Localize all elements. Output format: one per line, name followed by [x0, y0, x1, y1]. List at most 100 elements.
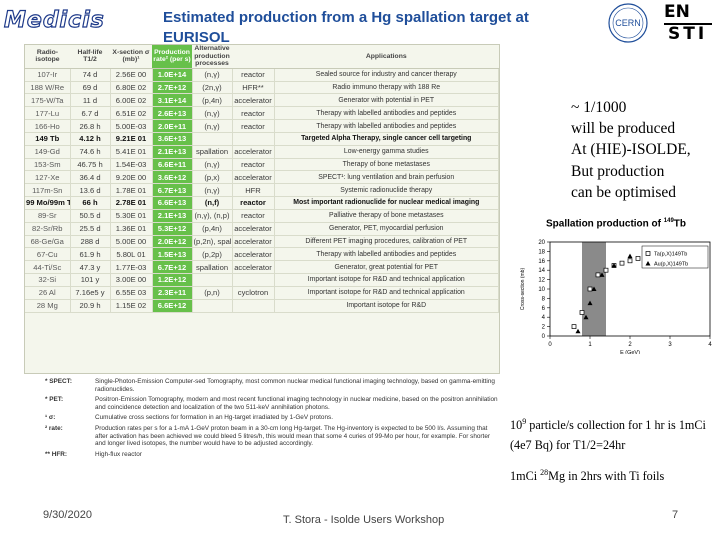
table-header-cell: Radio-isotope: [25, 45, 70, 69]
table-row: 127-Xe 36.4 d 9.20E 00 3.6E+12 (p,x) accelera…: [25, 170, 499, 185]
table-cell: 6.6E+11: [152, 158, 193, 172]
production-note-line: At (HIE)-ISOLDE,: [571, 141, 691, 159]
table-cell: 149 Tb: [25, 132, 71, 146]
table-cell: 3.6E+13: [152, 132, 193, 146]
chart-y-tick-label: 10: [538, 287, 545, 293]
cern-logo-text: CERN: [615, 18, 641, 28]
table-cell: 68-Ge/Ga: [25, 235, 71, 249]
production-note-line: will be produced: [571, 120, 676, 138]
table-cell: spallation: [192, 260, 233, 275]
table-cell: 1.0E+14: [152, 68, 193, 82]
footnote: * SPECT: Single-Photon-Emission Computer-…: [45, 378, 500, 393]
chart-x-tick-label: 3: [668, 342, 672, 348]
table-row: 82-Sr/Rb 25.5 d 1.36E 01 5.3E+12 (p,4n) accel…: [25, 222, 499, 236]
table-cell: Sealed source for industry and cancer th…: [274, 68, 499, 82]
isotope-table: Radio-isotope Half-life T1/2 X-section σ (…: [25, 45, 499, 313]
table-cell: 2.56E 00: [110, 68, 153, 82]
chart-point-ta: [603, 267, 609, 273]
table-cell: Important isotope for R&D and technical …: [274, 286, 499, 300]
table-cell: [232, 273, 275, 287]
table-cell: 47.3 y: [70, 260, 111, 275]
table-cell: accelerator: [232, 145, 275, 159]
chart-y-tick-label: 0: [542, 334, 546, 340]
footnote-text: High-flux reactor: [95, 450, 142, 458]
table-cell: 2.1E+13: [152, 209, 193, 223]
collection-text: 109 particle/s collection for 1 hr is 1m…: [510, 412, 720, 455]
table-cell: 74.6 h: [70, 145, 111, 159]
table-row: 149-Gd 74.6 h 5.41E 01 2.1E+13 spallation acc…: [25, 145, 499, 159]
table-cell: Palliative therapy of bone metastases: [274, 209, 499, 223]
table-cell: 61.9 h: [70, 247, 111, 262]
table-cell: Low-energy gamma studies: [274, 145, 499, 159]
table-cell: 6.7E+12: [152, 260, 193, 275]
chart-point-au: [627, 253, 633, 259]
footer-author: T. Stora - Isolde Users Workshop: [283, 514, 445, 526]
table-cell: 5.3E+12: [152, 222, 193, 236]
table-cell: 175-W/Ta: [25, 93, 71, 108]
table-cell: Therapy with labelled antibodies and pep…: [274, 119, 499, 133]
chart-y-axis-label: Cross-section (mb): [520, 268, 526, 311]
table-row: 166-Ho 26.8 h 5.00E-03 2.0E+11 (n,γ) reactor T…: [25, 119, 499, 133]
table-cell: Systemic radionuclide therapy: [274, 183, 499, 198]
table-cell: (p,4n): [192, 93, 233, 108]
chart-y-tick-label: 12: [538, 278, 545, 284]
table-row: 188 W/Re 69 d 6.80E 02 2.7E+12 (2n,γ) HFR** Ra…: [25, 81, 499, 95]
table-cell: 25.5 d: [70, 222, 111, 236]
table-cell: cyclotron: [232, 286, 275, 300]
table-cell: [192, 132, 233, 146]
collection-sup: 9: [522, 417, 527, 426]
chart-x-tick-label: 2: [628, 342, 632, 348]
table-cell: Therapy of bone metastases: [274, 158, 499, 172]
mg-collection-text: 1mCi 28Mg in 2hrs with Ti foils: [510, 468, 720, 484]
table-cell: accelerator: [232, 260, 275, 275]
table-cell: reactor: [232, 68, 275, 82]
table-cell: Different PET imaging procedures, calibr…: [274, 235, 499, 249]
footnote-key: * PET:: [45, 396, 64, 404]
table-cell: accelerator: [232, 235, 275, 249]
table-cell: 1.54E-03: [110, 158, 153, 172]
table-row: 149 Tb 4.12 h 9.21E 01 3.6E+13 Targeted Alph…: [25, 132, 499, 146]
table-cell: (n,γ): [192, 68, 233, 82]
table-header-cell: X-section σ (mb)¹: [110, 45, 152, 69]
table-cell: reactor: [232, 209, 275, 223]
table-row: 175-W/Ta 11 d 6.00E 02 3.1E+14 (p,4n) acceler…: [25, 93, 499, 108]
chart-y-tick-label: 4: [542, 315, 546, 321]
table-row: 99 Mo/99m Tc66 h2.78E 016.6E+13(n,f)reac…: [25, 196, 499, 210]
table-row: 68-Ge/Ga 288 d 5.00E 00 2.0E+12 (p,2n), spal…: [25, 235, 499, 249]
table-cell: 6.51E 02: [110, 106, 153, 121]
table-cell: (p,4n): [192, 222, 233, 236]
table-cell: [192, 299, 233, 313]
table-cell: Therapy with labelled antibodies and pep…: [274, 106, 499, 121]
table-cell: SPECT¹: lung ventilation and brain perfu…: [274, 170, 499, 185]
table-cell: 6.7 d: [70, 106, 111, 121]
isotope-table-image: Radio-isotope Half-life T1/2 X-section σ (…: [24, 44, 500, 374]
chart-legend-label: Ta(p,X)149Tb: [654, 252, 687, 258]
table-footnotes: * SPECT: Single-Photon-Emission Computer-…: [45, 378, 500, 461]
table-cell: 6.6E+12: [152, 299, 193, 313]
table-row: 89-Sr 50.5 d 5.30E 01 2.1E+13 (n,γ), (n,p) re…: [25, 209, 499, 223]
production-note-line: can be optimised: [571, 183, 677, 201]
table-cell: 2.6E+13: [152, 106, 193, 121]
table-header-cell: Alternative production processes: [192, 45, 232, 69]
chart-point-ta: [619, 260, 625, 266]
table-cell: 32-Si: [25, 273, 71, 287]
table-cell: (n,γ): [192, 119, 233, 133]
production-note-line: But production: [571, 162, 665, 180]
table-cell: (n,γ): [192, 183, 233, 198]
chart-legend-label: Au(p,X)149Tb: [654, 262, 688, 268]
table-row: 177-Lu 6.7 d 6.51E 02 2.6E+13 (n,γ) reactor Th…: [25, 106, 499, 121]
table-cell: 20.9 h: [70, 299, 111, 313]
table-cell: 66 h: [70, 196, 111, 210]
collection-post: particle/s collection for 1 hr is 1mCi (…: [510, 418, 706, 452]
footnote: ¹ σ: Cumulative cross sections for format…: [45, 414, 500, 422]
table-cell: 117m-Sn: [25, 183, 71, 198]
table-cell: 74 d: [70, 68, 111, 82]
table-cell: (n,γ): [192, 106, 233, 121]
table-row: 67-Cu 61.9 h 5.80L 01 1.5E+13 (p,2p) accelera…: [25, 247, 499, 262]
table-cell: 3.1E+14: [152, 93, 193, 108]
footnote-text: Single-Photon-Emission Computer-sed Tomo…: [95, 378, 495, 393]
table-cell: 5.80L 01: [110, 247, 153, 262]
chart-point-au: [611, 263, 617, 268]
table-cell: Important isotope for R&D: [274, 299, 499, 313]
